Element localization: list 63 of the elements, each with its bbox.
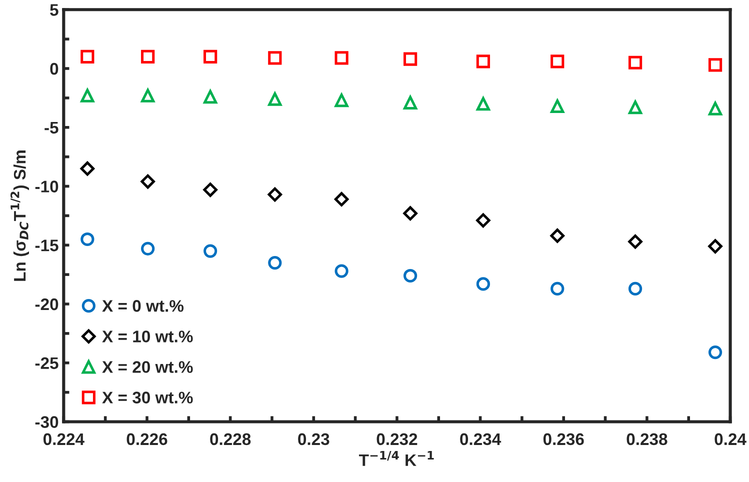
legend-label: X = 0 wt.% [102,300,184,312]
point [403,96,418,110]
x-tick-label: 0.224 [43,433,84,446]
point [334,264,348,278]
y-tick-label: 5 [50,4,58,16]
y-axis-title: Ln (σ$_{DC}$T$^{1/2}$) S/m [10,150,29,281]
y-tick-label: 0 [50,62,58,75]
legend-label: X = 20 wt.% [102,361,193,373]
legend-label: X = 30 wt.% [102,392,193,404]
point [80,88,94,102]
point [476,213,490,228]
point [550,228,565,243]
point [628,56,642,70]
y-tick-label: -20 [35,298,58,310]
point [708,102,722,116]
y-tick-label: -30 [35,416,58,428]
point [708,239,722,254]
point [476,277,490,291]
point [204,244,218,258]
point [268,51,282,65]
point [628,100,642,114]
point [80,232,94,246]
point [628,234,642,249]
point [141,88,155,102]
point [268,92,282,106]
x-tick-label: 0.236 [543,433,584,446]
legend-label: X = 10 wt.% [102,330,193,342]
y-tick-label: -5 [44,122,58,134]
point [403,268,418,283]
x-tick-label: 0.238 [626,433,668,446]
point [476,54,490,68]
point [80,161,95,176]
x-tick-label: 0.232 [376,433,418,446]
x-tick-label: 0.24 [714,433,746,446]
point [550,99,564,113]
point [708,345,722,360]
point [268,256,282,270]
point [141,50,155,64]
point [204,50,218,64]
y-tick-label: -15 [35,240,58,252]
point [140,174,155,189]
point [204,90,218,104]
point [203,182,218,197]
point [550,54,564,68]
point [80,50,94,64]
y-tick-label: -25 [35,357,58,370]
point [476,97,490,111]
x-tick-label: 0.234 [460,433,502,446]
y-tick-label: -10 [35,180,58,192]
point [141,242,155,256]
x-tick-label: 0.228 [210,433,251,446]
point [334,51,348,65]
x-tick-label: 0.226 [126,433,168,446]
point [708,58,722,72]
x-axis-title: T$^{−1/4}$ K$^{−1}$ [358,451,434,466]
point [334,94,348,108]
point [334,192,349,206]
point [268,187,282,202]
point [550,282,564,296]
point [403,52,418,66]
point [628,282,642,296]
point [403,206,418,220]
x-tick-label: 0.23 [298,433,330,446]
